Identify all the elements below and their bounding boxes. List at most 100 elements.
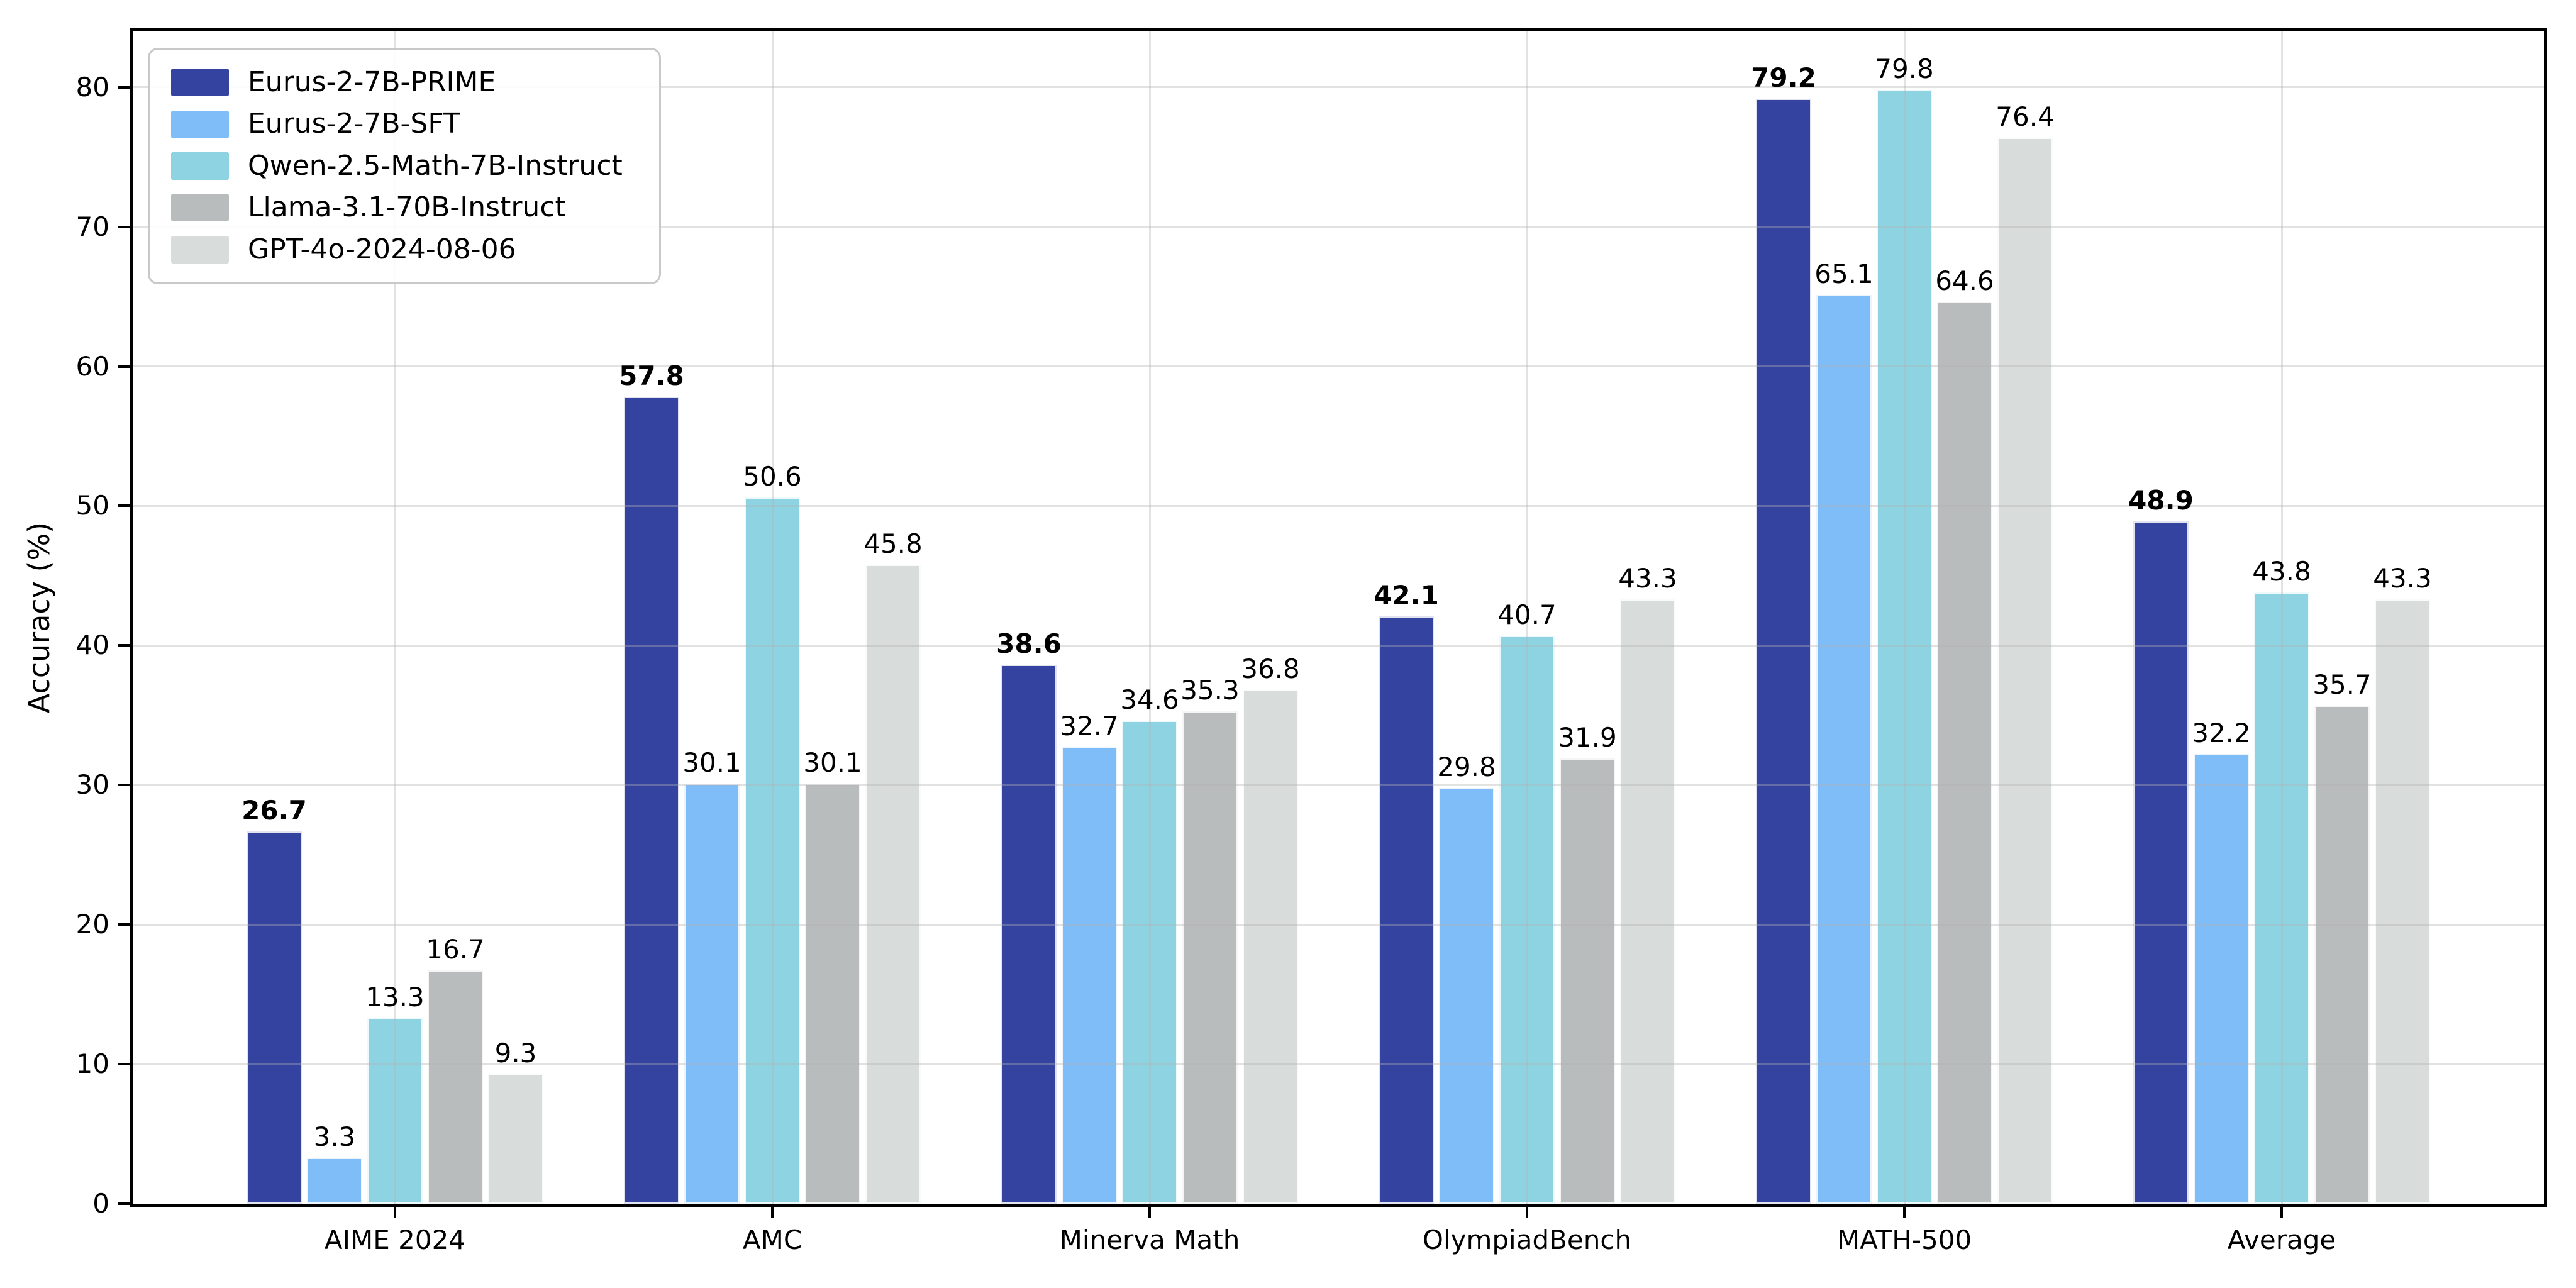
bar-llama-3-1-70b-instruct-average [2314,705,2370,1204]
x-tick-label-1: AMC [742,1224,802,1255]
gridline-x-1 [771,31,774,1204]
y-axis-title: Accuracy (%) [22,521,56,714]
y-tick-label-70: 70 [75,211,109,242]
bar-eurus-2-7b-prime-amc [624,397,679,1204]
bar-value-label: 35.3 [1180,674,1240,706]
bar-gpt-4o-2024-08-06-olympiadbench [1620,599,1675,1204]
legend: Eurus-2-7B-PRIME Eurus-2-7B-SFT Qwen-2.5-M… [148,48,661,284]
bar-value-label: 31.9 [1558,722,1617,753]
x-tick-label-5: Average [2227,1224,2336,1255]
bar-eurus-2-7b-prime-minerva-math [1001,665,1057,1204]
bar-qwen-2-5-math-7b-instruct-math-500 [1877,90,1932,1204]
bar-eurus-2-7b-prime-average [2133,521,2189,1204]
x-tick-4 [1903,1207,1906,1218]
gridline-x-3 [1526,31,1528,1204]
gridline-x-0 [394,31,396,1204]
y-tick-80 [118,86,130,89]
gridline-x-5 [2280,31,2283,1204]
y-tick-60 [118,365,130,368]
legend-item-4: GPT-4o-2024-08-06 [171,233,638,265]
bar-eurus-2-7b-sft-minerva-math [1062,747,1117,1204]
bar-llama-3-1-70b-instruct-olympiadbench [1560,758,1615,1204]
y-tick-70 [118,225,130,228]
bar-value-label: 65.1 [1814,258,1874,290]
bar-gpt-4o-2024-08-06-average [2375,599,2430,1204]
bar-value-label: 40.7 [1497,599,1557,630]
gridline-x-2 [1148,31,1151,1204]
y-tick-20 [118,923,130,926]
bar-value-label: 38.6 [996,628,1062,660]
gridline-x-4 [1903,31,1906,1204]
y-tick-label-0: 0 [92,1188,109,1219]
bar-value-label: 43.3 [2373,563,2432,594]
bar-value-label: 42.1 [1374,579,1439,611]
x-tick-label-4: MATH-500 [1836,1224,1972,1255]
bar-value-label: 32.7 [1060,711,1119,742]
legend-item-2: Qwen-2.5-Math-7B-Instruct [171,149,638,182]
gridline-y-40 [133,644,2544,647]
y-tick-label-40: 40 [75,630,109,661]
x-tick-label-0: AIME 2024 [324,1224,466,1255]
legend-swatch-icon [171,152,229,180]
bar-eurus-2-7b-prime-aime-2024 [247,831,302,1204]
bar-qwen-2-5-math-7b-instruct-aime-2024 [367,1018,423,1204]
bar-value-label: 64.6 [1935,265,1994,297]
bar-eurus-2-7b-prime-math-500 [1756,98,1811,1204]
bar-value-label: 43.8 [2252,556,2311,587]
x-tick-label-3: OlympiadBench [1422,1224,1632,1255]
y-tick-label-50: 50 [75,490,109,521]
y-tick-label-80: 80 [75,71,109,103]
bar-value-label: 34.6 [1120,684,1179,716]
bar-value-label: 79.8 [1875,53,1934,85]
x-tick-label-2: Minerva Math [1059,1224,1240,1255]
y-tick-30 [118,784,130,787]
gridline-y-60 [133,365,2544,368]
bar-value-label: 48.9 [2128,484,2194,516]
bar-eurus-2-7b-sft-math-500 [1816,295,1872,1204]
gridline-y-10 [133,1063,2544,1065]
legend-swatch-icon [171,235,229,264]
legend-label: Eurus-2-7B-SFT [248,108,460,140]
bar-qwen-2-5-math-7b-instruct-olympiadbench [1499,635,1555,1204]
gridline-y-50 [133,504,2544,507]
bar-value-label: 50.6 [743,461,802,492]
bar-value-label: 45.8 [863,528,923,559]
bar-value-label: 76.4 [1996,101,2055,132]
legend-item-1: Eurus-2-7B-SFT [171,108,638,140]
bar-value-label: 57.8 [619,360,684,392]
y-tick-label-60: 60 [75,350,109,382]
y-tick-label-30: 30 [75,769,109,801]
bar-eurus-2-7b-prime-olympiadbench [1379,616,1434,1204]
bar-value-label: 43.3 [1618,563,1677,594]
bar-gpt-4o-2024-08-06-aime-2024 [488,1074,543,1204]
y-tick-40 [118,644,130,647]
bar-qwen-2-5-math-7b-instruct-average [2254,592,2309,1204]
bar-gpt-4o-2024-08-06-minerva-math [1243,690,1298,1204]
gridline-y-80 [133,86,2544,89]
legend-label: Eurus-2-7B-PRIME [248,66,496,98]
bar-value-label: 79.2 [1751,62,1816,93]
bar-value-label: 30.1 [682,747,741,779]
legend-item-3: Llama-3.1-70B-Instruct [171,192,638,223]
legend-label: Llama-3.1-70B-Instruct [248,191,566,224]
y-tick-0 [118,1202,130,1205]
bar-value-label: 3.3 [313,1121,356,1152]
legend-item-0: Eurus-2-7B-PRIME [171,67,638,97]
bar-value-label: 13.3 [365,981,425,1013]
x-tick-3 [1526,1207,1528,1218]
legend-swatch-icon [171,194,229,222]
bar-qwen-2-5-math-7b-instruct-minerva-math [1122,721,1177,1204]
bar-value-label: 29.8 [1437,751,1496,782]
bar-eurus-2-7b-sft-olympiadbench [1439,787,1494,1204]
bar-value-label: 26.7 [242,794,307,826]
bar-llama-3-1-70b-instruct-aime-2024 [428,970,483,1204]
x-tick-0 [394,1207,396,1218]
bar-eurus-2-7b-sft-aime-2024 [307,1157,362,1204]
bar-value-label: 32.2 [2192,718,2251,749]
x-tick-2 [1148,1207,1151,1218]
bar-value-label: 16.7 [426,934,485,965]
bar-gpt-4o-2024-08-06-amc [865,564,921,1204]
legend-label: GPT-4o-2024-08-06 [248,233,516,265]
legend-label: Qwen-2.5-Math-7B-Instruct [248,149,623,182]
